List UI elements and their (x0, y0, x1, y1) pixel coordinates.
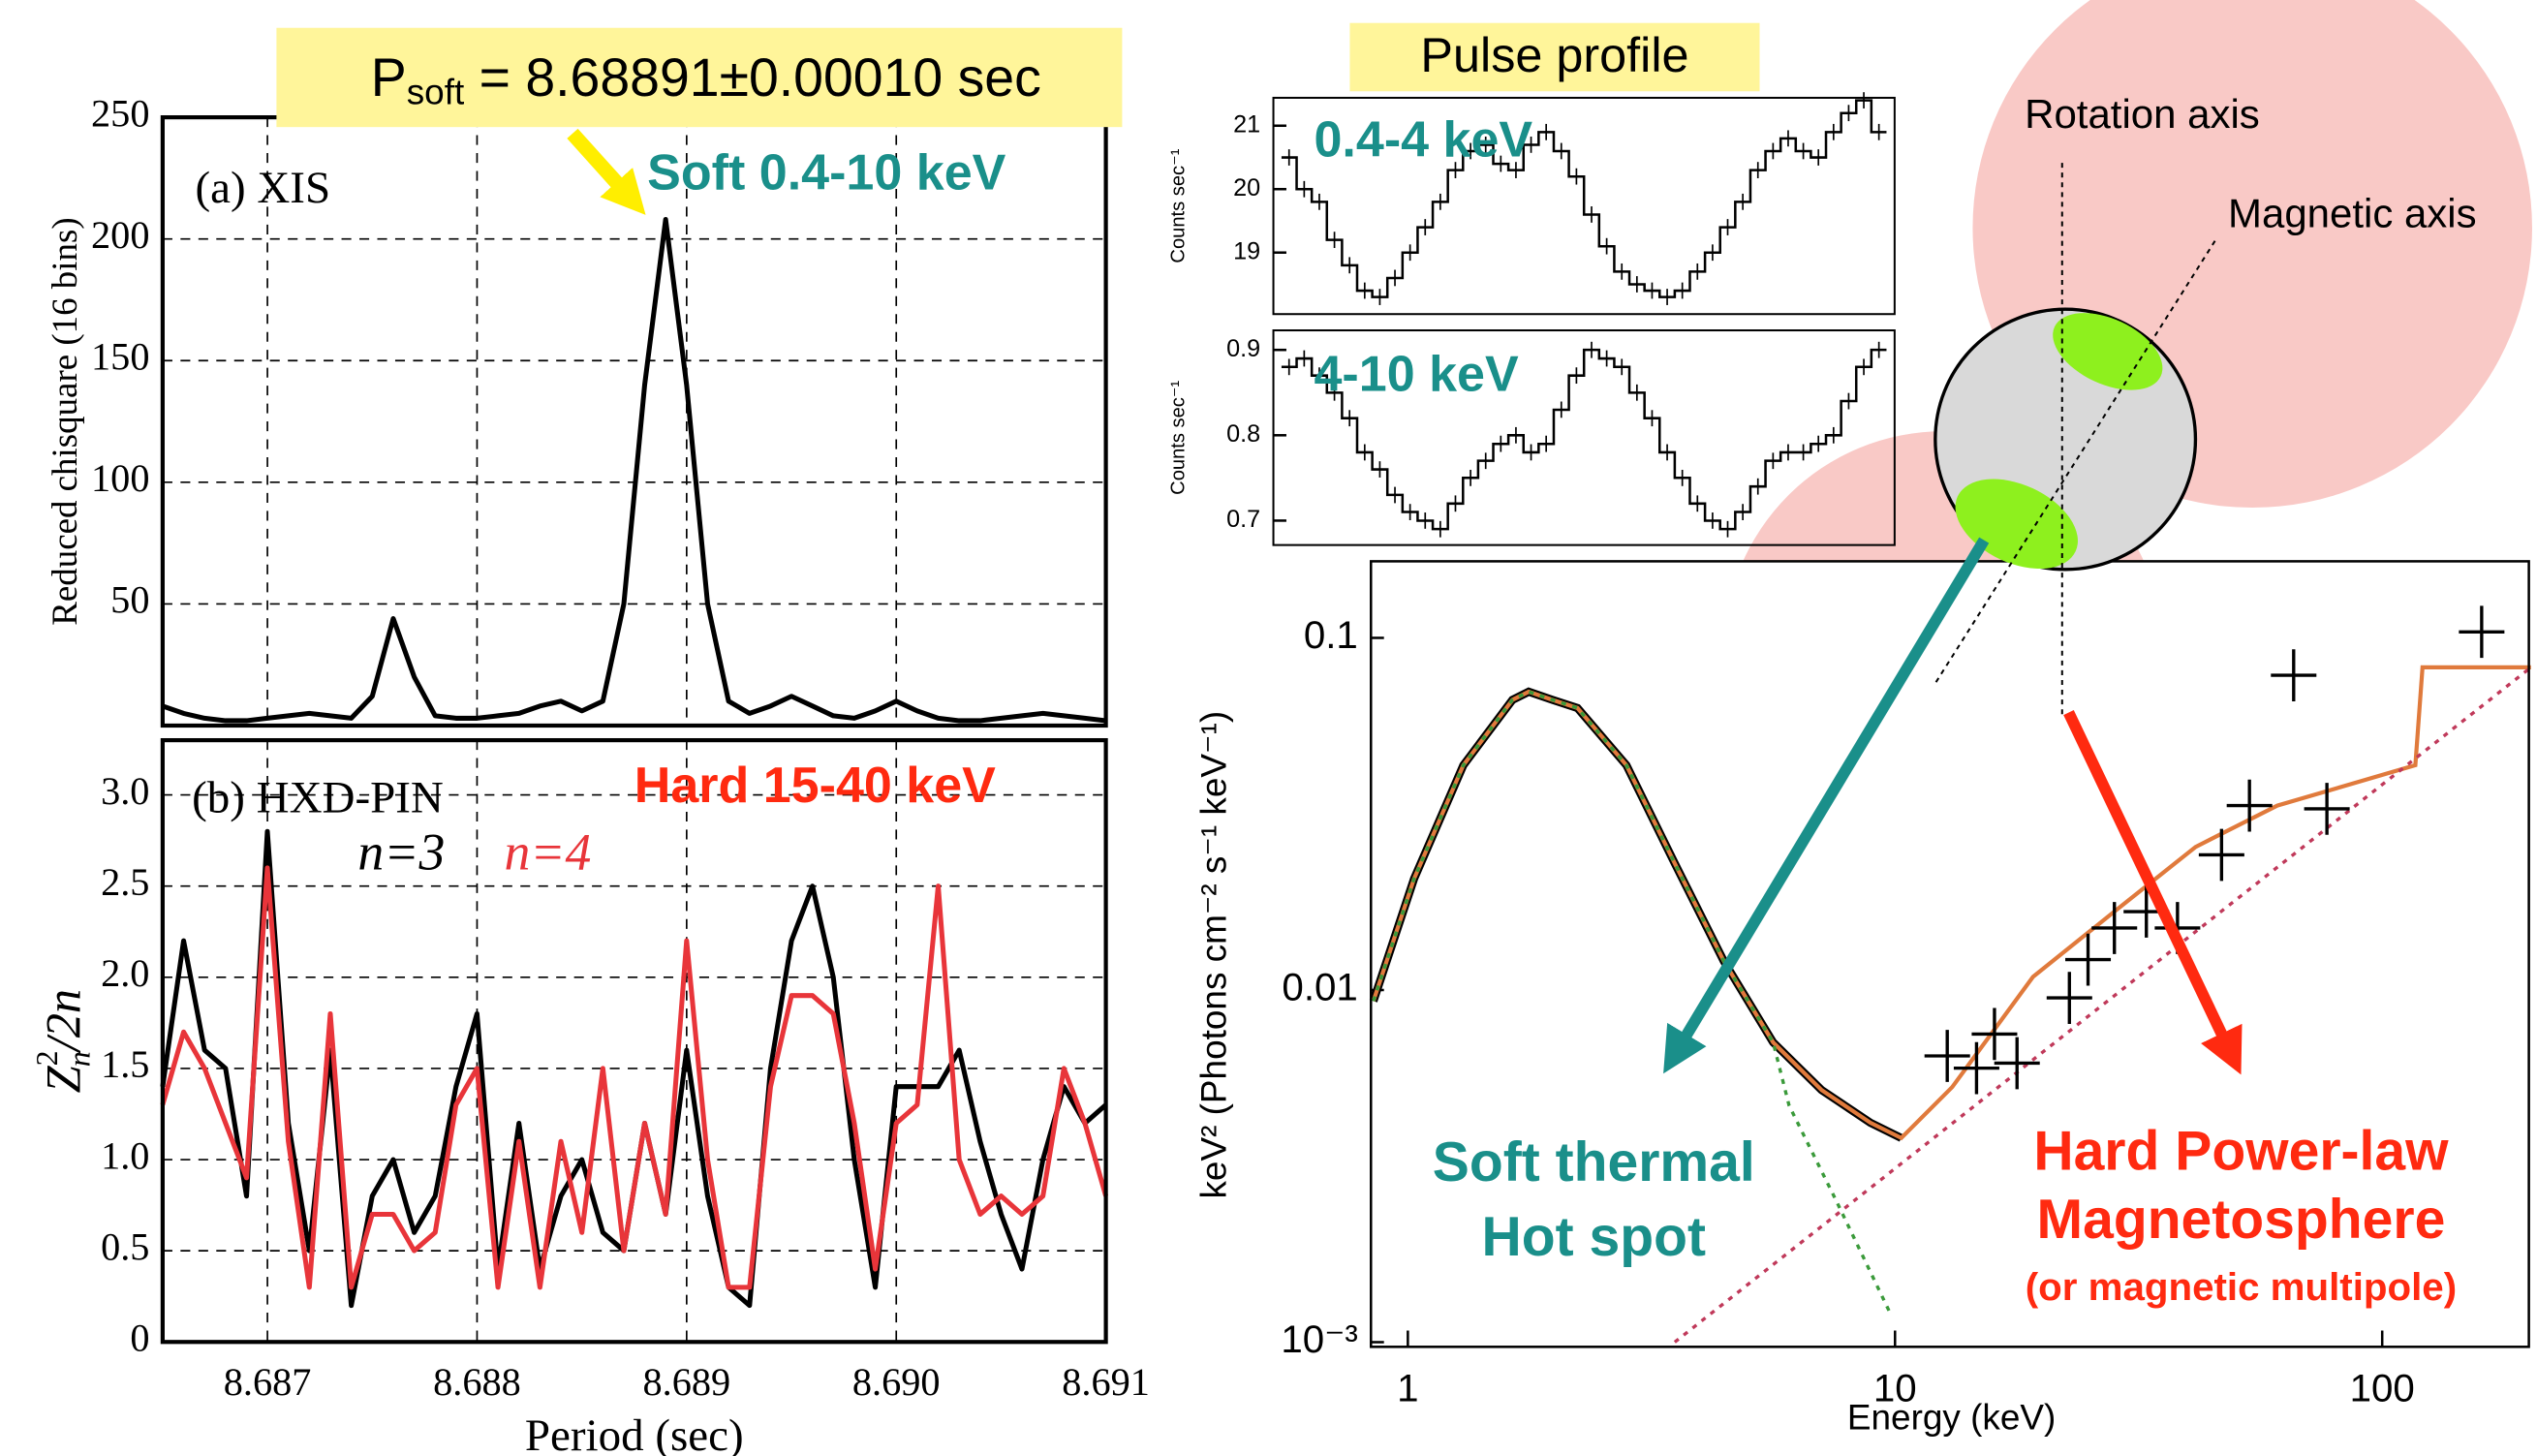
y-tick-label: 1.5 (101, 1042, 149, 1086)
arrow (567, 128, 646, 215)
period-label: Psoft = 8.68891±0.00010 sec (371, 47, 1041, 112)
chart: 0 0.5 1.0 1.5 2.0 2.5 3.0 8.687 8.688 8.689 8.690 8… (101, 737, 1150, 1456)
step-line (1281, 348, 1887, 531)
x-tick-label: 1 (1397, 1366, 1418, 1410)
data-point (2046, 972, 2092, 1024)
plot-frame (1370, 560, 2530, 1348)
x-tick-label: 8.688 (433, 1360, 521, 1404)
label: Magnetosphere (2037, 1189, 2446, 1251)
legend-label: n=4 (504, 822, 591, 881)
y-tick-label: 3.0 (101, 769, 149, 813)
y-tick-label: 20 (1233, 174, 1260, 201)
label: (or magnetic multipole) (2026, 1265, 2457, 1309)
annotation-box (276, 27, 1123, 128)
label: Hot spot (1482, 1206, 1706, 1268)
y-tick-label: 0.9 (1226, 335, 1260, 362)
x-tick-label: 8.690 (852, 1360, 941, 1404)
annotation: 0.4-4 keV (1315, 112, 1533, 169)
annotation: 4-10 keV (1315, 346, 1519, 402)
data-point (2065, 933, 2112, 986)
line (1372, 690, 1893, 1316)
data-point (1924, 1030, 1970, 1082)
x-tick-label: 8.691 (1062, 1360, 1150, 1404)
plot-frame (1272, 96, 1896, 316)
y-tick-label: 0.7 (1226, 506, 1260, 533)
line (162, 217, 1106, 724)
y-tick-label: 150 (91, 334, 149, 378)
line (160, 865, 1109, 1290)
x-tick-label: 8.689 (643, 1360, 731, 1404)
data-point (2198, 828, 2244, 882)
symbol: P (371, 47, 407, 108)
y-tick-label: 0.8 (1226, 420, 1260, 448)
title-box (1349, 22, 1760, 92)
y-tick-label: 2.0 (101, 951, 149, 995)
y-tick-label: 100 (91, 456, 149, 500)
plot-frame (160, 737, 1108, 1345)
annotation: Soft 0.4-10 keV (647, 144, 1006, 201)
arrow (1663, 537, 1990, 1074)
y-tick-label: 1.0 (101, 1133, 149, 1177)
arrow (2063, 710, 2243, 1075)
y-tick-label: 0.01 (1282, 966, 1357, 1009)
x-tick-label: 10 (1873, 1366, 1917, 1410)
y-axis-label: Counts sec⁻¹ (1167, 381, 1189, 495)
label: Magnetic axis (2228, 191, 2477, 236)
y-tick-label: 50 (110, 578, 149, 622)
x-tick-label: 8.687 (224, 1360, 312, 1404)
y-tick-label: 0.5 (101, 1224, 149, 1268)
y-tick-label: 21 (1233, 110, 1260, 138)
y-tick-label: 200 (91, 213, 149, 257)
hot-spot (2053, 313, 2163, 390)
data-point (2459, 605, 2505, 659)
y-axis-label: Z2n/2n (30, 989, 97, 1093)
text: = 8.68891±0.00010 sec (464, 47, 1041, 108)
plot-area (1371, 561, 2529, 1348)
y-axis-label: Reduced chisquare (16 bins) (45, 217, 85, 625)
data-point (2091, 902, 2138, 954)
plot-frame (1272, 329, 1896, 546)
sup: 2 (30, 1050, 64, 1066)
data-point (1994, 1037, 2040, 1090)
sub: n (63, 1051, 97, 1067)
data-point (1953, 1041, 1999, 1095)
label: Hard Power-law (2033, 1120, 2449, 1182)
label: Soft thermal (1433, 1131, 1755, 1193)
x-tick-label: 100 (2350, 1366, 2415, 1410)
rest: /2n (36, 989, 90, 1054)
chart: 10⁻³ 0.01 0.1 1 10 100 Energy (keV) keV² (Photo… (1194, 560, 2532, 1438)
label: Rotation axis (2025, 91, 2260, 137)
annotation: Hard 15-40 keV (634, 758, 996, 814)
chart: 0.7 0.8 0.9 4-10 keV Counts sec⁻¹ (1167, 329, 1896, 546)
title: Pulse profile (1420, 27, 1688, 82)
y-tick-label: 19 (1233, 237, 1260, 264)
chart: 50 100 150 200 250 (a) XIS Soft 0.4-10 keV Redu… (45, 91, 1108, 728)
y-axis-label: keV² (Photons cm⁻² s⁻¹ keV⁻¹) (1194, 711, 1234, 1199)
data-point (2304, 783, 2350, 835)
chart: 19 20 21 0.4-4 keV Counts sec⁻¹ (1167, 92, 1896, 316)
x-axis-label: Period (sec) (525, 1410, 744, 1456)
y-tick-label: 250 (91, 91, 149, 135)
star (1663, 163, 2243, 1075)
panel-label: (b) HXD-PIN (192, 773, 444, 823)
y-tick-label: 0 (130, 1317, 149, 1360)
base: Z (36, 1065, 90, 1093)
data-point (2271, 649, 2317, 701)
y-tick-label: 2.5 (101, 860, 149, 904)
x-axis-label: Energy (keV) (1847, 1398, 2056, 1438)
data-point (2226, 779, 2273, 832)
y-tick-label: 10⁻³ (1281, 1317, 1357, 1361)
data-point (1971, 1007, 2018, 1061)
y-axis-label: Counts sec⁻¹ (1167, 148, 1189, 263)
legend-label: n=3 (357, 822, 445, 881)
panel-label: (a) XIS (195, 163, 330, 213)
y-tick-label: 0.1 (1304, 613, 1358, 657)
step-line (1281, 99, 1887, 298)
subscript: soft (407, 72, 465, 111)
